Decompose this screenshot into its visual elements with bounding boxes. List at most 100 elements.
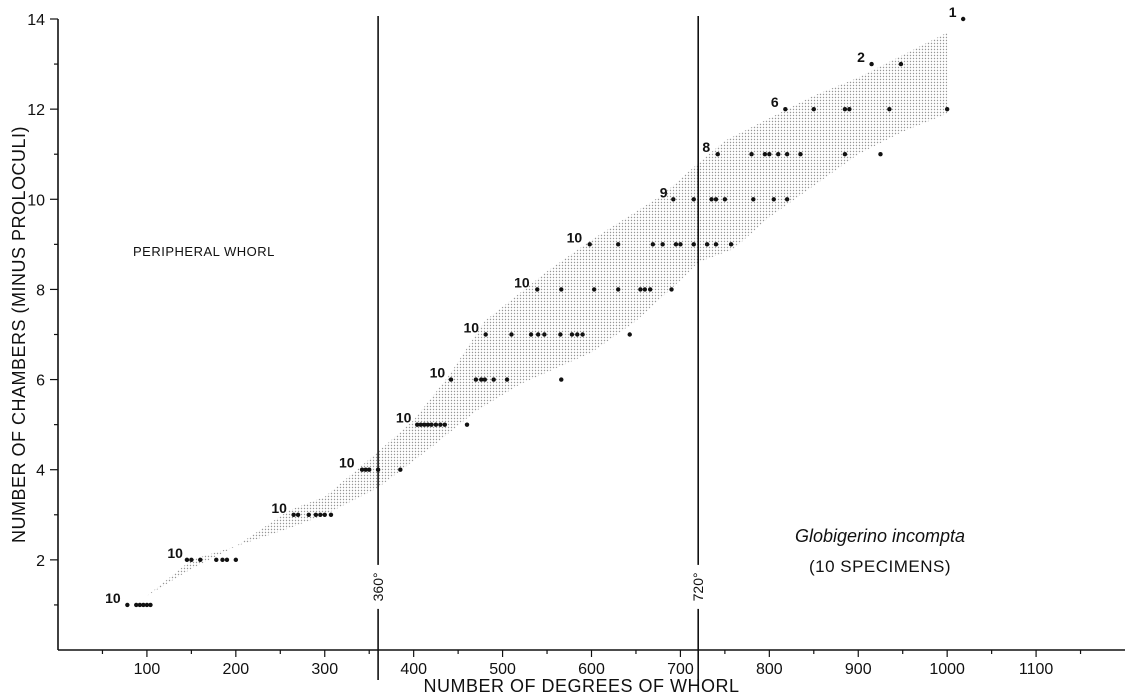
data-point (771, 197, 776, 202)
data-point (473, 377, 479, 382)
data-point (898, 61, 904, 67)
data-point (375, 467, 381, 472)
y-axis-title: NUMBER OF CHAMBERS (MINUS PROLOCULI) (9, 126, 29, 543)
data-point (509, 332, 514, 337)
data-point (491, 377, 496, 382)
data-point (751, 197, 756, 202)
data-point (322, 512, 327, 517)
data-point (559, 287, 564, 292)
data-point (464, 422, 470, 427)
data-point (722, 197, 728, 202)
data-point (887, 106, 892, 112)
data-point (134, 602, 139, 608)
data-point (528, 332, 534, 337)
y-tick-label: 6 (36, 373, 45, 390)
x-tick-label: 1000 (929, 661, 965, 678)
data-point (869, 61, 874, 67)
reference-label-bg (688, 564, 709, 609)
data-point (442, 422, 447, 427)
data-point (482, 377, 487, 382)
data-point (691, 197, 696, 202)
data-point (783, 106, 788, 112)
data-point (960, 16, 966, 22)
data-point (214, 557, 219, 563)
data-point (580, 332, 585, 337)
data-point (784, 197, 790, 202)
data-point (691, 242, 696, 247)
x-axis-title: NUMBER OF DEGREES OF WHORL (423, 676, 739, 696)
data-point (673, 242, 679, 247)
data-point (125, 602, 130, 608)
data-point (647, 287, 653, 292)
count-label: 10 (463, 320, 479, 336)
data-point (198, 557, 203, 563)
data-point (678, 242, 683, 247)
data-point (558, 332, 563, 337)
specimens-label: (10 SPECIMENS) (809, 557, 951, 576)
data-point (784, 152, 790, 157)
data-point (615, 287, 621, 292)
data-point (318, 512, 323, 517)
x-tick-label: 400 (400, 661, 427, 678)
count-label: 8 (702, 139, 710, 155)
data-point (704, 242, 710, 247)
data-point (328, 512, 334, 517)
y-tick-label: 2 (36, 553, 45, 570)
count-label: 10 (271, 500, 287, 516)
data-point (429, 422, 434, 427)
species-label: Globigerino incompta (795, 526, 965, 546)
x-tick-label: 100 (134, 661, 161, 678)
data-point (569, 332, 575, 337)
data-point (367, 467, 372, 472)
data-point (438, 422, 443, 427)
data-point (591, 287, 597, 292)
x-tick-label: 300 (311, 661, 338, 678)
data-point (575, 332, 580, 337)
data-point (728, 242, 734, 247)
data-point (306, 512, 311, 517)
data-point (542, 332, 547, 337)
data-point (535, 332, 541, 337)
y-tick-label: 12 (27, 102, 45, 119)
data-point (295, 512, 301, 517)
data-point (137, 602, 143, 608)
data-point (224, 557, 230, 563)
reference-label-360: 360° (370, 572, 386, 601)
data-point (559, 377, 564, 382)
y-tick-label: 8 (36, 282, 45, 299)
data-point (291, 512, 296, 517)
y-tick-label: 4 (36, 463, 45, 480)
data-point (425, 422, 431, 427)
data-point (798, 152, 803, 157)
data-point (709, 197, 714, 202)
x-tick-label: 900 (845, 661, 872, 678)
data-point (141, 602, 146, 608)
x-tick-label: 600 (578, 661, 605, 678)
data-point (144, 602, 150, 608)
data-point (587, 242, 592, 247)
data-point (642, 287, 648, 292)
count-label: 10 (567, 229, 583, 245)
data-point (842, 106, 848, 112)
data-point (220, 557, 225, 563)
count-label: 2 (857, 49, 865, 65)
count-label: 10 (167, 545, 183, 561)
x-tick-label: 500 (489, 661, 516, 678)
region-label: PERIPHERAL WHORL (133, 244, 275, 259)
data-point (313, 512, 319, 517)
count-label: 10 (339, 455, 355, 471)
data-point (638, 287, 643, 292)
data-point (847, 106, 852, 112)
data-point (189, 557, 194, 563)
data-point (418, 422, 423, 427)
data-point (615, 242, 621, 247)
x-tick-label: 200 (222, 661, 249, 678)
count-label: 10 (514, 274, 530, 290)
data-point (448, 377, 454, 382)
data-point (713, 242, 719, 247)
x-tick-label: 800 (756, 661, 783, 678)
data-point (842, 152, 848, 157)
data-point (398, 467, 403, 472)
y-tick-label: 10 (27, 192, 45, 209)
